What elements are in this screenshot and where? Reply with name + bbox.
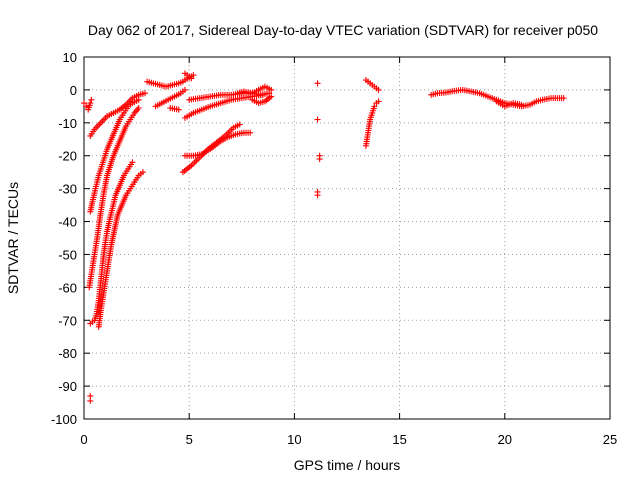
y-tick-label: -20 xyxy=(58,149,77,164)
data-point xyxy=(371,103,378,110)
data-point xyxy=(314,80,321,87)
x-tick-label: 10 xyxy=(287,432,301,447)
data-point xyxy=(129,159,136,166)
data-point xyxy=(560,95,567,102)
y-tick-label: -90 xyxy=(58,379,77,394)
data-point xyxy=(87,100,94,107)
y-axis-label: SDTVAR / TECUs xyxy=(5,182,21,294)
y-tick-label: -100 xyxy=(51,412,77,427)
data-point xyxy=(181,86,188,93)
x-tick-label: 15 xyxy=(392,432,406,447)
data-point xyxy=(135,96,142,103)
data-point xyxy=(268,93,275,100)
data-point xyxy=(87,397,94,404)
x-tick-label: 25 xyxy=(603,432,617,447)
data-points xyxy=(81,70,567,404)
data-point xyxy=(375,86,382,93)
gridlines xyxy=(84,57,610,419)
plot-frame xyxy=(83,56,611,420)
chart-title: Day 062 of 2017, Sidereal Day-to-day VTE… xyxy=(88,22,598,38)
y-tick-label: 10 xyxy=(63,50,77,65)
data-point xyxy=(375,98,382,105)
data-point xyxy=(247,129,254,136)
data-point xyxy=(314,192,321,199)
data-point xyxy=(83,103,90,110)
data-point xyxy=(316,156,323,163)
y-tick-label: -50 xyxy=(58,247,77,262)
x-tick-label: 0 xyxy=(80,432,87,447)
data-point xyxy=(175,106,182,113)
data-point xyxy=(518,101,525,108)
x-tick-label: 20 xyxy=(498,432,512,447)
data-point xyxy=(139,169,146,176)
data-point xyxy=(268,86,275,93)
y-tick-label: 0 xyxy=(70,83,77,98)
data-point xyxy=(88,96,95,103)
y-tick-label: -60 xyxy=(58,280,77,295)
x-tick-labels: 0 5 10 15 20 25 xyxy=(80,432,617,447)
data-point xyxy=(236,121,243,128)
data-point xyxy=(81,100,87,107)
y-tick-labels: -100 -90 -80 -70 -60 -50 -40 -30 -20 -10… xyxy=(51,50,77,427)
y-tick-label: -80 xyxy=(58,346,77,361)
data-point xyxy=(314,116,321,123)
data-point xyxy=(135,105,142,112)
y-tick-label: -40 xyxy=(58,215,77,230)
x-axis-label: GPS time / hours xyxy=(294,457,401,473)
axis-ticks xyxy=(83,56,611,420)
data-point xyxy=(142,90,149,97)
data-point xyxy=(181,77,188,84)
x-tick-label: 5 xyxy=(186,432,193,447)
y-tick-label: -70 xyxy=(58,313,77,328)
y-tick-label: -10 xyxy=(58,116,77,131)
y-tick-label: -30 xyxy=(58,182,77,197)
